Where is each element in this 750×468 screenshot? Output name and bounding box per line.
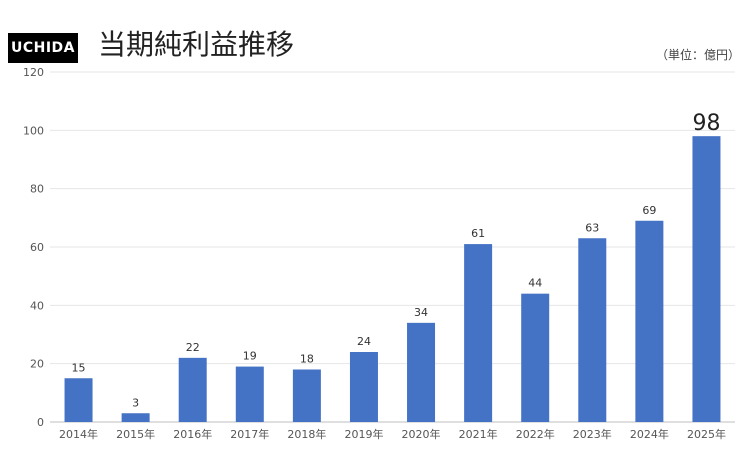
data-labels: 15 3 22 19 18 24 34 61 44 63 69 98 — [72, 111, 721, 409]
data-label: 15 — [72, 361, 86, 374]
data-label: 19 — [243, 350, 257, 363]
y-tick-label: 60 — [30, 241, 44, 254]
chart-title: 当期純利益推移 — [98, 28, 295, 61]
gridlines — [50, 71, 735, 423]
bar — [235, 366, 264, 422]
company-logo: UCHIDA — [8, 33, 78, 63]
x-tick-label: 2019年 — [344, 427, 383, 441]
data-label: 22 — [186, 341, 200, 354]
bar — [292, 369, 321, 422]
y-tick-label: 20 — [30, 358, 44, 371]
bar — [178, 357, 207, 422]
x-tick-label: 2025年 — [687, 427, 726, 441]
data-label: 69 — [642, 204, 656, 217]
logo-text: UCHIDA — [10, 40, 76, 56]
y-axis-ticks: 0 20 40 60 80 100 120 — [23, 66, 44, 429]
bar — [349, 352, 378, 422]
y-tick-label: 0 — [37, 416, 44, 429]
data-label: 61 — [471, 227, 485, 240]
y-tick-label: 120 — [23, 66, 44, 79]
x-tick-label: 2021年 — [459, 427, 498, 441]
bar — [464, 244, 493, 422]
data-label: 3 — [132, 396, 139, 409]
unit-label: （単位：億円） — [655, 48, 740, 62]
data-label: 44 — [528, 277, 542, 290]
data-label: 24 — [357, 335, 371, 348]
bar — [121, 413, 150, 422]
x-tick-label: 2022年 — [516, 427, 555, 441]
x-tick-label: 2014年 — [59, 427, 98, 441]
x-tick-label: 2015年 — [116, 427, 155, 441]
x-tick-label: 2023年 — [573, 427, 612, 441]
data-label: 18 — [300, 353, 314, 366]
data-label: 63 — [585, 221, 599, 234]
bar — [407, 322, 436, 422]
x-tick-label: 2020年 — [402, 427, 441, 441]
y-tick-label: 100 — [23, 124, 44, 137]
x-tick-label: 2016年 — [173, 427, 212, 441]
y-tick-label: 80 — [30, 183, 44, 196]
data-label: 98 — [692, 111, 720, 136]
x-tick-label: 2024年 — [630, 427, 669, 441]
bars — [64, 136, 721, 422]
bar — [64, 378, 93, 422]
x-axis-ticks: 2014年 2015年 2016年 2017年 2018年 2019年 2020年 2021年… — [59, 427, 726, 441]
bar — [521, 293, 550, 422]
x-tick-label: 2017年 — [230, 427, 269, 441]
bar — [578, 238, 607, 422]
y-tick-label: 40 — [30, 299, 44, 312]
x-tick-label: 2018年 — [287, 427, 326, 441]
data-label: 34 — [414, 306, 428, 319]
bar — [692, 136, 721, 422]
bar — [635, 220, 664, 422]
